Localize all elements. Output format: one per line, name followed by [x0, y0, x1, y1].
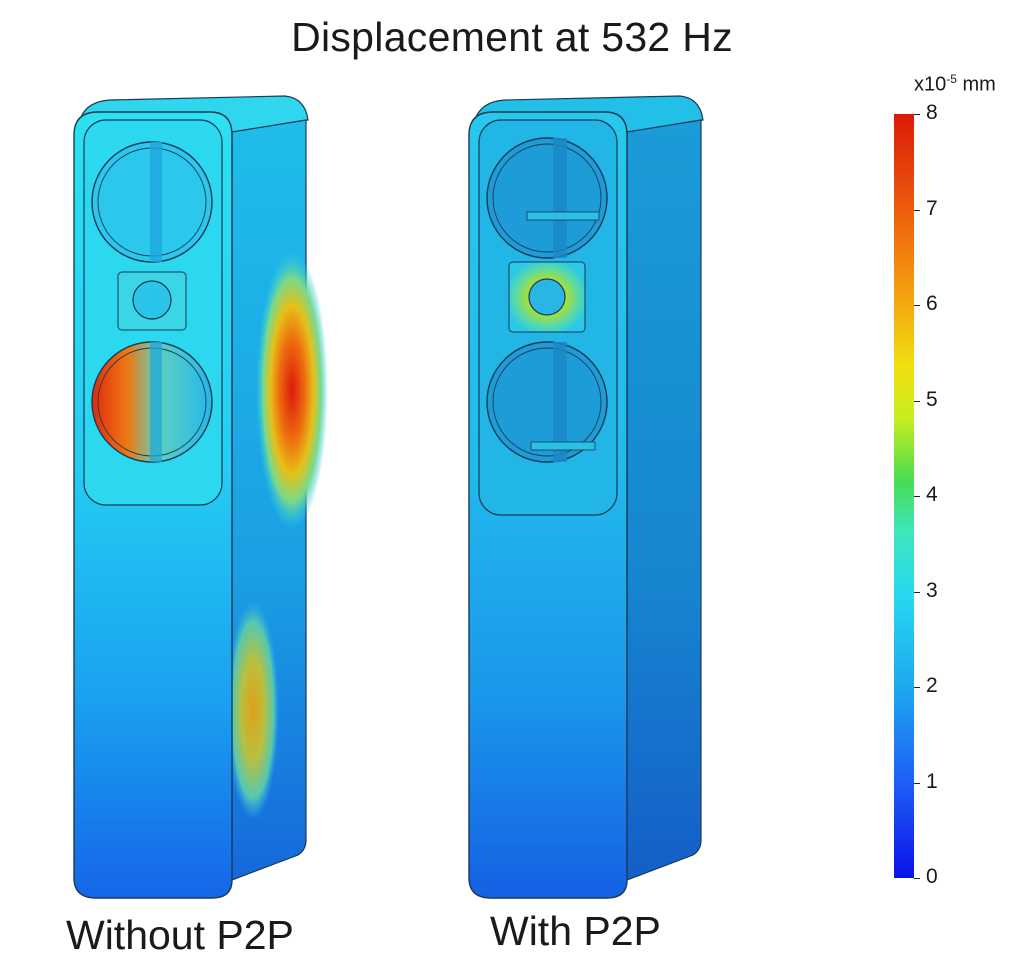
colorbar-tick: [914, 496, 920, 497]
colorbar-unit: x10-5 mm: [914, 72, 996, 96]
label-with-p2p: With P2P: [490, 908, 661, 954]
colorbar-tick: [914, 209, 920, 211]
label-without-p2p: Without P2P: [66, 912, 294, 958]
colorbar: x10-5 mm 0 1 2 3 4 5 6 7 8: [880, 60, 1024, 900]
colorbar-tick: [914, 878, 920, 879]
speaker-without-p2p: [73, 95, 328, 899]
colorbar-tick-label: 3: [926, 578, 938, 602]
colorbar-tick-label: 4: [926, 483, 938, 506]
colorbar-tick-label: 0: [926, 865, 938, 888]
colorbar-tick-label: 5: [926, 387, 938, 411]
colorbar-tick-label: 1: [926, 769, 938, 793]
colorbar-tick: [914, 591, 920, 593]
colorbar-tick-label: 8: [926, 101, 938, 124]
colorbar-tick: [914, 400, 920, 402]
speaker-with-p2p: [468, 95, 704, 899]
colorbar-tick: [914, 305, 920, 306]
colorbar-tick: [914, 687, 920, 688]
colorbar-tick: [914, 114, 920, 115]
colorbar-tick-label: 2: [926, 674, 938, 697]
colorbar-gradient: [894, 114, 914, 878]
figure-title: Displacement at 532 Hz: [291, 14, 733, 60]
colorbar-tick-label: 6: [926, 292, 938, 315]
colorbar-tick: [914, 782, 920, 784]
colorbar-tick-label: 7: [926, 196, 938, 220]
